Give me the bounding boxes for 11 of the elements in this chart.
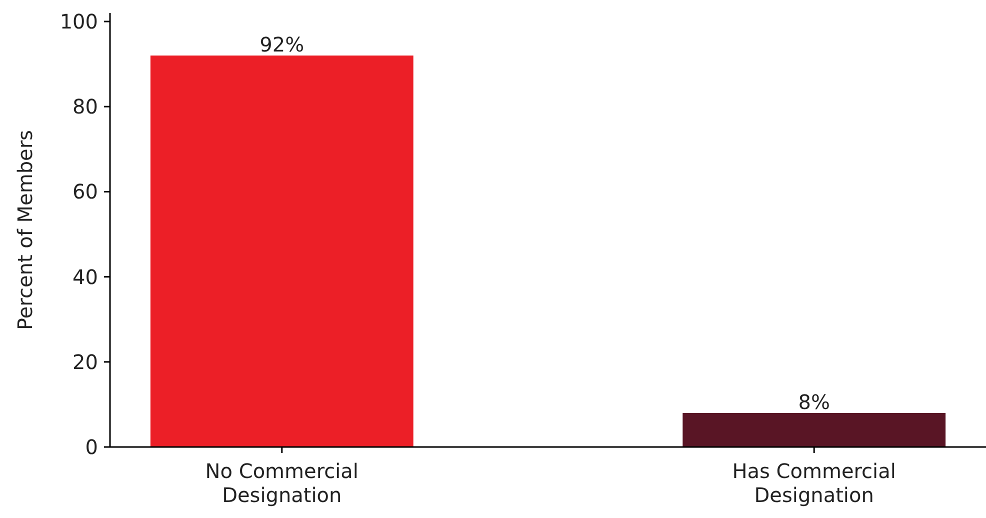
data-label: 8% [798,390,830,414]
x-tick-label: No Commercial Designation [205,459,358,507]
y-tick-label: 60 [72,180,98,204]
x-tick-label: Has Commercial Designation [732,459,896,507]
y-tick-label: 0 [85,435,98,459]
y-axis-title: Percent of Members [13,130,37,330]
y-tick-label: 80 [72,94,98,119]
y-tick-label: 40 [72,264,98,289]
y-tick-label: 20 [72,350,98,374]
y-tick-label: 100 [60,10,98,34]
data-label: 92% [260,32,304,57]
